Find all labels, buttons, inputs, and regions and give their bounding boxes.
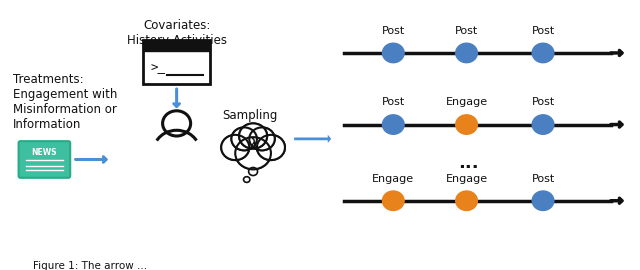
Text: λ: λ (248, 138, 257, 153)
Text: Post: Post (531, 97, 555, 107)
Circle shape (532, 43, 554, 63)
Text: Sampling: Sampling (222, 109, 278, 122)
Circle shape (257, 135, 285, 160)
Text: Covariates:
History Activities: Covariates: History Activities (127, 19, 227, 46)
Circle shape (249, 127, 275, 150)
Circle shape (532, 191, 554, 211)
Text: Treatments:
Engagement with
Misinformation or
Information: Treatments: Engagement with Misinformati… (13, 73, 117, 131)
Text: Engage: Engage (372, 174, 414, 184)
Text: Post: Post (381, 26, 405, 36)
Circle shape (456, 43, 477, 63)
Text: ...: ... (458, 154, 479, 172)
Circle shape (383, 191, 404, 211)
Circle shape (232, 127, 257, 150)
Circle shape (456, 191, 477, 211)
Text: Engage: Engage (445, 174, 488, 184)
Text: Post: Post (531, 26, 555, 36)
Text: NEWS: NEWS (31, 148, 57, 157)
FancyBboxPatch shape (143, 40, 211, 85)
Text: Figure 1: The arrow ...: Figure 1: The arrow ... (33, 261, 147, 270)
Text: Post: Post (381, 97, 405, 107)
Text: Post: Post (455, 26, 478, 36)
Circle shape (383, 43, 404, 63)
Circle shape (456, 115, 477, 134)
Text: Engage: Engage (445, 97, 488, 107)
Circle shape (383, 115, 404, 134)
Circle shape (239, 123, 267, 148)
Circle shape (532, 115, 554, 134)
Text: >_: >_ (150, 61, 166, 74)
Text: Post: Post (531, 174, 555, 184)
Circle shape (236, 137, 271, 169)
Bar (143, 40, 211, 51)
FancyBboxPatch shape (19, 141, 70, 178)
Circle shape (221, 135, 249, 160)
